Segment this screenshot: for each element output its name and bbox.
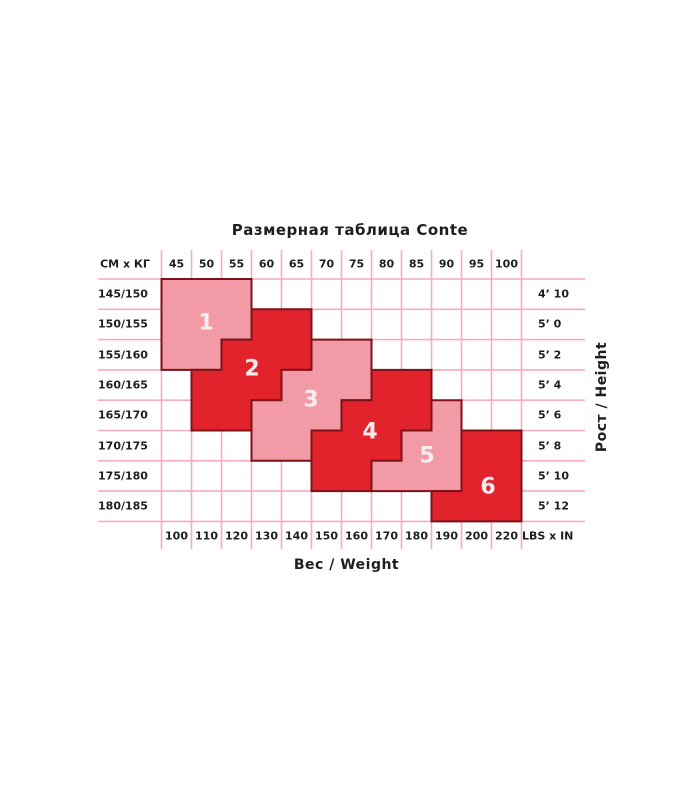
- weight-lbs-tick: 150: [315, 529, 338, 542]
- weight-lbs-tick: 180: [405, 529, 428, 542]
- weight-lbs-tick: 120: [225, 529, 248, 542]
- height-cm-tick: 155/160: [98, 348, 148, 362]
- weight-kg-tick: 65: [288, 257, 305, 271]
- weight-lbs-tick: 140: [285, 529, 308, 542]
- weight-kg-tick: 60: [258, 257, 275, 271]
- weight-kg-tick: 75: [348, 257, 365, 271]
- height-cm-tick: 160/165: [98, 378, 148, 392]
- unit-label-cm-kg: СМ x КГ: [100, 257, 150, 271]
- weight-kg-tick: 45: [168, 257, 185, 271]
- height-ftin-tick: 5’ 8: [538, 439, 562, 453]
- weight-lbs-tick: 160: [345, 529, 368, 542]
- height-cm-tick: 175/180: [98, 469, 148, 483]
- weight-lbs-tick: 170: [375, 529, 398, 542]
- height-ftin-tick: 5’ 0: [538, 317, 562, 331]
- height-cm-tick: 180/185: [98, 499, 148, 513]
- height-ftin-tick: 4’ 10: [538, 287, 569, 301]
- height-ftin-tick: 5’ 12: [538, 499, 569, 513]
- weight-kg-tick: 100: [495, 257, 518, 271]
- weight-kg-tick: 55: [228, 257, 245, 271]
- weight-lbs-tick: 190: [435, 529, 458, 542]
- weight-lbs-tick: 130: [255, 529, 278, 542]
- size-number-5: 5: [419, 443, 435, 469]
- weight-kg-tick: 70: [318, 257, 335, 271]
- height-ftin-tick: 5’ 6: [538, 408, 562, 422]
- height-ftin-tick: 5’ 4: [538, 378, 562, 392]
- height-cm-tick: 150/155: [98, 317, 148, 331]
- height-cm-tick: 170/175: [98, 439, 148, 453]
- weight-kg-tick: 50: [198, 257, 215, 271]
- height-cm-tick: 165/170: [98, 408, 148, 422]
- size-region-5: [370, 399, 463, 493]
- height-cm-tick: 145/150: [98, 287, 148, 301]
- weight-kg-tick: 95: [468, 257, 485, 271]
- x-axis-caption-weight: Вес / Weight: [293, 557, 400, 573]
- weight-lbs-tick: 200: [465, 529, 488, 542]
- weight-lbs-tick: 100: [165, 529, 188, 542]
- height-ftin-tick: 5’ 10: [538, 469, 569, 483]
- size-number-6: 6: [480, 474, 496, 500]
- y-axis-caption-height: Рост / Height: [594, 341, 610, 453]
- weight-lbs-tick: 220: [495, 529, 518, 542]
- size-number-4: 4: [362, 419, 378, 445]
- size-number-2: 2: [244, 356, 260, 382]
- size-number-1: 1: [198, 310, 214, 336]
- weight-kg-tick: 80: [378, 257, 395, 271]
- height-ftin-tick: 5’ 2: [538, 348, 562, 362]
- weight-kg-tick: 85: [408, 257, 425, 271]
- unit-label-lbs-in: LBS x IN: [522, 529, 574, 542]
- weight-kg-tick: 90: [438, 257, 455, 271]
- size-number-3: 3: [303, 387, 319, 413]
- size-region-6: [430, 429, 523, 523]
- weight-lbs-tick: 110: [195, 529, 218, 542]
- chart-title: Размерная таблица Conte: [231, 221, 469, 239]
